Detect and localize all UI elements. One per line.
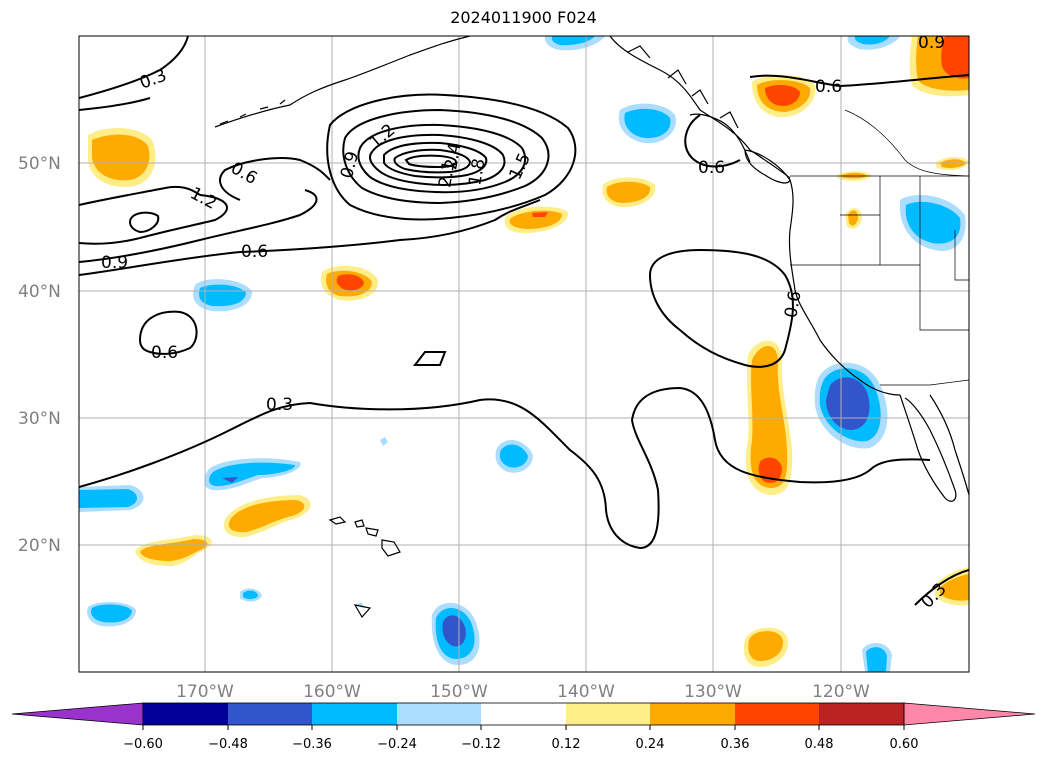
political-borders: [790, 109, 969, 386]
lon-label: 170°W: [176, 682, 234, 702]
colorbar-tick-label: 0.12: [552, 737, 581, 752]
contour-label: 0.6: [241, 242, 268, 262]
contour-label: 0.6: [815, 77, 842, 97]
longitude-labels: 170°W 160°W 150°W 140°W 130°W 120°W: [176, 682, 870, 702]
contour-label: 1.8: [465, 157, 489, 187]
lon-label: 130°W: [684, 682, 742, 702]
lat-label: 40°N: [18, 282, 61, 302]
map-frame-bg: [79, 36, 969, 672]
contour-label: 2.4: [441, 141, 465, 171]
colorbar-tick-label: 0.48: [805, 737, 834, 752]
contour-label: 0.6: [781, 289, 805, 319]
colorbar-segment: [312, 703, 397, 725]
colorbar-extend-left: [11, 702, 144, 726]
lat-label: 30°N: [18, 409, 61, 429]
colorbar-segment: [143, 703, 228, 725]
contour-labels: 0.3 0.6 0.6 1.2 0.9 0.6 0.9 1.2 2.4 2.1 …: [101, 33, 951, 613]
lon-label: 120°W: [812, 682, 870, 702]
colorbar-tick-label: 0.24: [636, 737, 665, 752]
colorbar-segment: [650, 703, 735, 725]
coastlines: [214, 36, 969, 619]
colorbar-tick-label: −0.36: [292, 737, 332, 752]
contour-label: 2.1: [435, 159, 459, 189]
colorbar-tick-label: 0.60: [890, 737, 919, 752]
contour-label: 0.6: [151, 343, 178, 363]
colorbar-segment: [228, 703, 312, 725]
lon-label: 150°W: [430, 682, 488, 702]
colorbar-segment: [735, 703, 819, 725]
colorbar-tick-label: −0.48: [208, 737, 248, 752]
colorbar-segment: [481, 703, 566, 725]
colorbar-extend-right: [903, 702, 1036, 726]
contour-label: 0.6: [698, 158, 725, 178]
contour-label: 0.9: [101, 253, 128, 273]
contour-label: 0.3: [266, 395, 293, 415]
colorbar-tick-label: −0.24: [377, 737, 417, 752]
map-frame: [78, 35, 970, 673]
contour-label: 0.9: [918, 33, 945, 53]
lat-label: 50°N: [18, 154, 61, 174]
colorbar-ticks: [142, 725, 905, 730]
contours: [79, 36, 969, 606]
colorbar-tick-label: −0.60: [123, 737, 163, 752]
lon-label: 140°W: [557, 682, 615, 702]
colorbar-segment: [819, 703, 904, 725]
lat-label: 20°N: [18, 536, 61, 556]
shaded-anomalies: [79, 36, 969, 672]
colorbar-segment: [397, 703, 481, 725]
colorbar-tick-label: 0.36: [721, 737, 750, 752]
map-title: 2024011900 F024: [450, 8, 597, 27]
lon-label: 160°W: [303, 682, 361, 702]
colorbar-segment: [566, 703, 650, 725]
colorbar-tick-label: −0.12: [461, 737, 501, 752]
latitude-labels: 50°N 40°N 30°N 20°N: [18, 154, 61, 556]
colorbar: −0.60 −0.48 −0.36 −0.24 −0.12 0.12 0.24 …: [11, 702, 1036, 752]
